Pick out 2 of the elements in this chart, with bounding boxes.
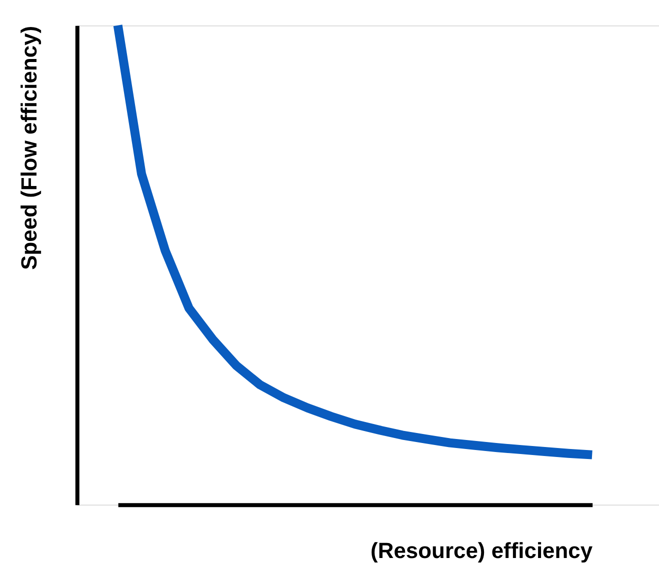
x-axis-title: (Resource) efficiency xyxy=(370,538,594,564)
y-axis-title: Speed (Flow efficiency) xyxy=(16,26,42,270)
